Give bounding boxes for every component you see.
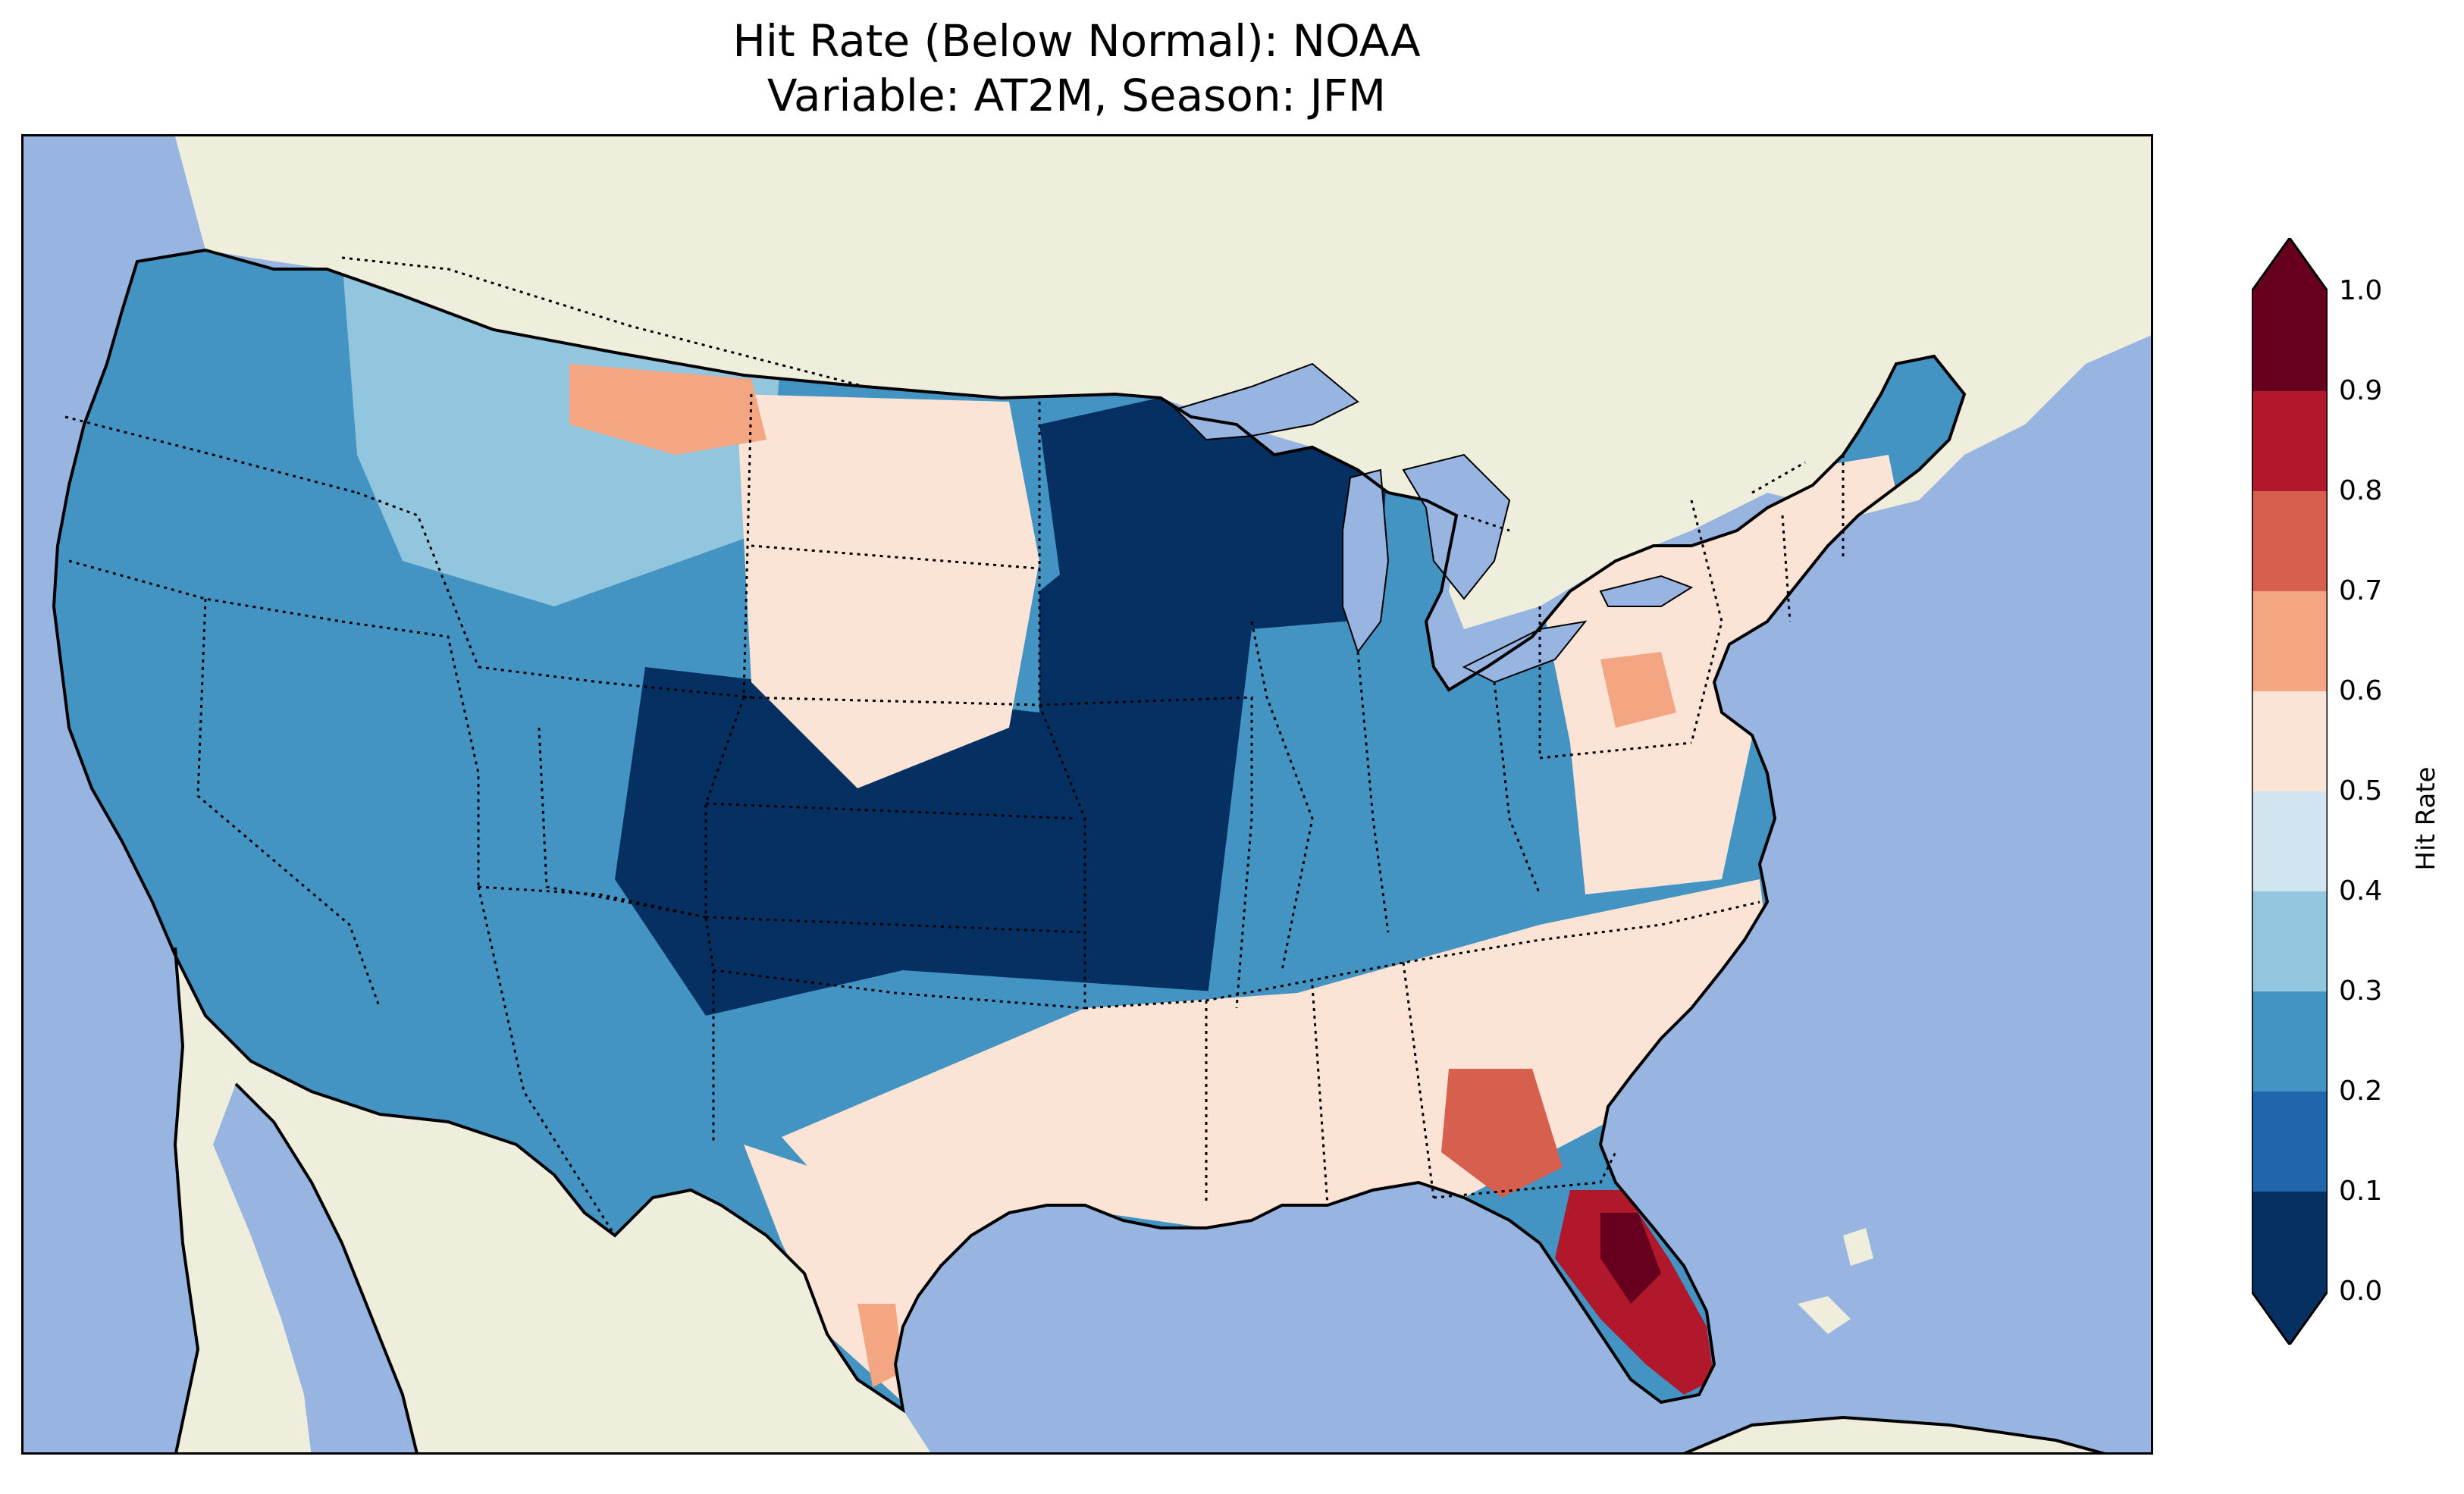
border-oh-pa (1493, 681, 1541, 895)
region-pacific-northwest-coast (54, 250, 418, 531)
map-panel (21, 134, 2153, 1455)
colorbar-tick-label: 0.7 (2339, 575, 2383, 606)
map-canvas (52, 136, 2151, 1452)
region-central-florida (1600, 1213, 1661, 1304)
colorbar-tick-label: 0.0 (2339, 1276, 2383, 1307)
colorbar-bin-0.3-0.4 (2252, 891, 2328, 991)
border-ok-tx (713, 969, 1086, 1010)
region-ohio-valley (1206, 606, 1570, 1008)
border-az-nm (477, 886, 616, 1236)
colorbar-tick-label: 1.0 (2339, 275, 2383, 306)
bahamas-land (1798, 1228, 1873, 1334)
colorbar-bin-0.8-0.9 (2252, 391, 2328, 491)
border-ut-co (478, 885, 707, 919)
colorbar-bin-0.1-0.2 (2252, 1092, 2328, 1192)
colorbar-bin-0.6-0.7 (2252, 591, 2328, 691)
border-plains-west (704, 393, 753, 1145)
border-ne-ks (705, 802, 1078, 820)
colorbar-bin-0.9-1.0 (2252, 291, 2328, 391)
region-northeast (1525, 455, 1904, 894)
region-georgia (1441, 1069, 1563, 1198)
region-texas (744, 1145, 1055, 1402)
colorbar-tick-label: 0.5 (2339, 775, 2383, 807)
colorbar-under-arrow (2252, 1292, 2328, 1345)
region-pennsylvania (1600, 652, 1676, 728)
colorbar (2252, 238, 2328, 1345)
border-nd-sd (751, 544, 1040, 570)
lake-erie (1462, 620, 1588, 684)
hit-rate-field (54, 250, 1964, 1410)
colorbar-bin-0.0-0.1 (2252, 1192, 2328, 1292)
region-south-texas (857, 1304, 903, 1387)
mexico-coastline (173, 947, 419, 1452)
region-southwest (221, 849, 782, 1167)
lake-huron (1402, 453, 1511, 600)
mexico-land (175, 947, 931, 1452)
cuba-land (1687, 1417, 2100, 1452)
colorbar-tick-label: 0.9 (2339, 375, 2383, 406)
colorbar-tick-label: 0.2 (2339, 1076, 2383, 1107)
region-montana (569, 364, 766, 455)
land-layer (175, 136, 2151, 1452)
canada-land (175, 136, 2151, 629)
border-gulf-states (1205, 962, 1435, 1206)
colorbar-tick-label: 0.6 (2339, 675, 2383, 706)
region-northern-plains (736, 394, 1039, 788)
border-mt-wy (478, 666, 752, 699)
border-wa-or (64, 415, 358, 494)
border-wy-co (538, 727, 707, 919)
title-line-2: Variable: AT2M, Season: JFM (766, 70, 1387, 121)
border-ca-nv (196, 598, 381, 1009)
colorbar-tick-label: 0.3 (2339, 976, 2383, 1007)
figure-title: Hit Rate (Below Normal): NOAA Variable: … (0, 14, 2153, 123)
colorbar-tick-label: 0.8 (2339, 475, 2383, 506)
border-new-england (1690, 455, 1845, 744)
border-il-in (1250, 621, 1314, 971)
colorbar-bin-0.5-0.6 (2252, 691, 2328, 791)
colorbar-bin-0.7-0.8 (2252, 491, 2328, 591)
colorbar-bin-0.2-0.3 (2252, 991, 2328, 1092)
lake-michigan (1342, 468, 1390, 654)
colorbar-tick-label: 0.1 (2339, 1176, 2383, 1207)
region-southeast (782, 879, 1767, 1289)
border-ia-mo (1039, 696, 1253, 1009)
title-line-1: Hit Rate (Below Normal): NOAA (732, 15, 1421, 67)
border-ga-fl (1433, 1151, 1617, 1199)
border-in-oh (1356, 651, 1390, 933)
border-south-tier (1084, 900, 1760, 1010)
border-pa-ny (1538, 606, 1692, 760)
region-great-basin (213, 561, 554, 894)
colorbar-bin-0.4-0.5 (2252, 791, 2328, 891)
border-ks-ok (705, 916, 1086, 934)
border-nv-ut (341, 620, 480, 887)
lake-ontario (1599, 575, 1694, 607)
colorbar-label: Hit Rate (2411, 766, 2441, 871)
border-or-ca-nv (68, 559, 343, 623)
colorbar-over-arrow (2252, 238, 2328, 291)
cuba-coastline (1683, 1415, 2105, 1452)
border-id-mt (356, 491, 480, 668)
colorbar-tick-label: 0.4 (2339, 875, 2383, 907)
